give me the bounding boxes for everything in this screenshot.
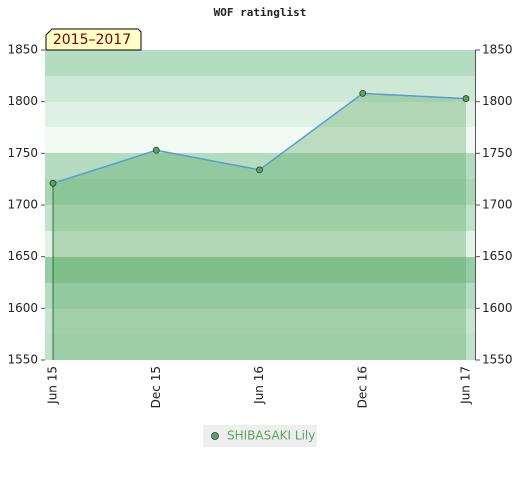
y-tick-label: 1600 [7, 301, 38, 315]
marker [359, 90, 367, 97]
y-tick-label: 1550 [7, 353, 38, 367]
legend: SHIBASAKI Lily [203, 425, 317, 447]
area-fill [53, 93, 466, 361]
legend-marker [211, 432, 219, 440]
marker [49, 179, 57, 187]
plot: 1550 1600 1650 1700 1750 1800 1850 1550 1600 1650… [7, 43, 512, 409]
legend-label: SHIBASAKI Lily [227, 429, 315, 443]
marker [256, 166, 263, 174]
plot-background [45, 50, 475, 360]
y2-tick-label: 1650 [482, 249, 513, 263]
chart-title: WOF ratinglist [214, 6, 307, 19]
y2-tick-label: 1800 [482, 94, 513, 108]
y2-tick-label: 1850 [482, 43, 513, 57]
marker [152, 146, 160, 154]
x-tick-label: Dec 15 [149, 366, 163, 408]
x-tick-label: Jun 16 [252, 366, 266, 405]
y2-tick-label: 1700 [482, 198, 513, 212]
y-tick-label: 1850 [7, 43, 38, 57]
annotation-badge: 2015–2017 [45, 28, 142, 51]
y2-tick-label: 1550 [482, 353, 513, 367]
y2-tick-label: 1750 [482, 146, 513, 160]
marker [462, 95, 470, 102]
y2-tick-label: 1600 [482, 301, 513, 315]
y-tick-label: 1700 [7, 198, 38, 212]
y-tick-label: 1650 [7, 249, 38, 263]
annotation: 2015–2017 [53, 32, 131, 48]
y-tick-label: 1800 [7, 94, 38, 108]
x-tick-label: Jun 15 [46, 366, 60, 405]
x-tick-label: Dec 16 [355, 366, 369, 408]
y-tick-label: 1750 [7, 146, 38, 160]
x-tick-label: Jun 17 [459, 366, 473, 405]
